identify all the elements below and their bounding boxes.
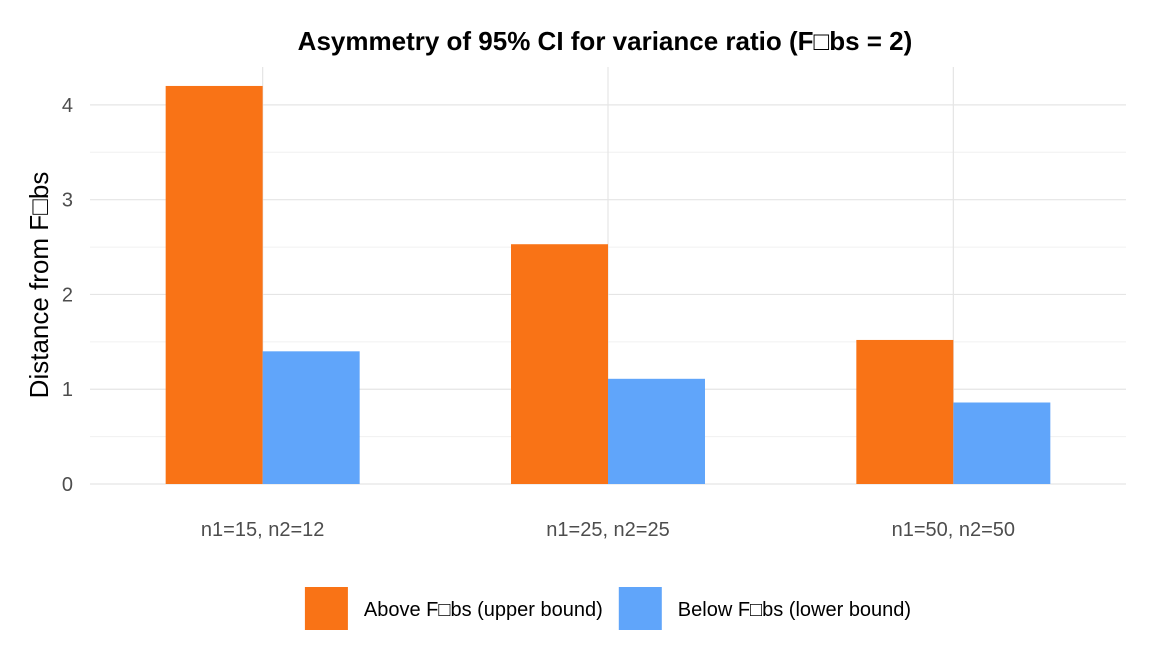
legend-key: [618, 587, 662, 630]
bar-lower-3: [953, 402, 1051, 484]
legend-item: Below F□bs (lower bound): [618, 587, 911, 630]
legend: Above F□bs (upper bound) Below F□bs (lowe…: [304, 587, 911, 630]
legend-label: Above F□bs (upper bound): [364, 599, 603, 621]
y-tick-label: 4: [62, 95, 73, 117]
bar-upper-2: [511, 244, 608, 484]
bar-lower-1: [262, 351, 360, 484]
bar-upper-1: [165, 85, 263, 485]
legend-label: Below F□bs (lower bound): [678, 599, 911, 621]
x-tick-label: n1=25, n2=25: [546, 519, 669, 541]
legend-item: Above F□bs (upper bound): [304, 587, 603, 630]
y-tick-label: 3: [62, 190, 73, 212]
bar-upper-3: [856, 339, 954, 484]
y-tick-label: 0: [62, 474, 73, 496]
x-axis-ticks: n1=15, n2=12 n1=25, n2=25 n1=50, n2=50: [201, 519, 1015, 541]
legend-key: [304, 587, 348, 630]
bars: [165, 85, 1051, 485]
y-tick-label: 1: [62, 379, 73, 401]
chart-title: Asymmetry of 95% CI for variance ratio (…: [298, 26, 913, 56]
y-axis-title: Distance from F□bs: [24, 172, 54, 399]
y-tick-label: 2: [62, 284, 73, 306]
x-tick-label: n1=15, n2=12: [201, 519, 324, 541]
x-tick-label: n1=50, n2=50: [892, 519, 1015, 541]
bar-lower-2: [608, 378, 705, 484]
y-axis-ticks: 0 1 2 3 4: [62, 95, 73, 496]
